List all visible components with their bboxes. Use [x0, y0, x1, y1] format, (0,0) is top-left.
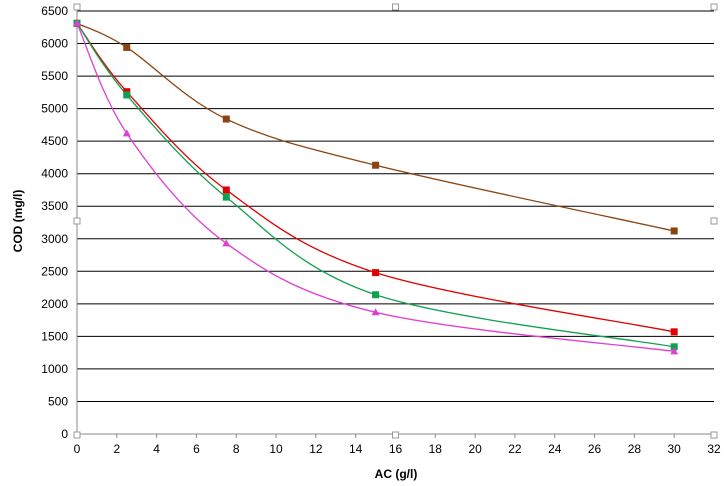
- series-line-0: [76, 22, 675, 232]
- x-tick-label: 0: [74, 442, 81, 456]
- y-tick-label: 1500: [41, 329, 68, 343]
- y-tick-label: 0: [61, 427, 68, 441]
- data-point-marker: [123, 43, 131, 51]
- x-tick-label: 12: [309, 442, 323, 456]
- x-tick-label: 6: [193, 442, 200, 456]
- x-tick-label: 26: [588, 442, 602, 456]
- x-tick-label: 32: [707, 442, 721, 456]
- x-tick-labels: 0 2 4 6 8 10 12 14 16 18 20 22 24 26 28 30 32: [74, 442, 721, 456]
- y-tick-label: 3000: [41, 232, 68, 246]
- axes: [76, 7, 715, 438]
- data-point-marker: [371, 308, 380, 316]
- series-lines: [76, 22, 675, 352]
- x-tick-label: 22: [508, 442, 522, 456]
- x-tick-label: 16: [389, 442, 403, 456]
- series-line-3: [76, 23, 675, 352]
- data-point-marker: [372, 161, 380, 169]
- y-tick-label: 5500: [41, 69, 68, 83]
- data-point-marker: [670, 227, 678, 235]
- resize-handle[interactable]: [710, 217, 718, 225]
- y-axis-title: COD (mg/l): [11, 190, 25, 253]
- y-tick-label: 1000: [41, 362, 68, 376]
- gridlines: [77, 10, 714, 402]
- x-tick-label: 2: [113, 442, 120, 456]
- resize-handle[interactable]: [710, 3, 718, 11]
- data-point-marker: [372, 291, 380, 299]
- resize-handle[interactable]: [73, 217, 81, 225]
- data-point-marker: [222, 115, 230, 123]
- data-point-marker: [670, 328, 678, 336]
- data-point-marker: [73, 19, 81, 27]
- data-point-marker: [123, 91, 131, 99]
- y-tick-label: 2000: [41, 297, 68, 311]
- y-tick-labels: 0 500 1000 1500 2000 2500 3000 3500 4000 4500 5000…: [41, 4, 68, 441]
- resize-handle[interactable]: [392, 431, 399, 439]
- x-tick-label: 10: [269, 442, 283, 456]
- data-point-marker: [222, 186, 230, 194]
- data-point-marker: [670, 343, 678, 351]
- x-tick-label: 30: [668, 442, 682, 456]
- x-tick-label: 18: [429, 442, 443, 456]
- x-tick-label: 20: [468, 442, 482, 456]
- series-markers: [73, 19, 679, 355]
- resize-handle[interactable]: [710, 431, 718, 439]
- y-tick-label: 3500: [41, 199, 68, 213]
- selection-handles: [73, 3, 718, 439]
- y-tick-label: 500: [48, 394, 68, 408]
- y-tick-label: 4500: [41, 134, 68, 148]
- data-point-marker: [670, 347, 679, 355]
- y-tick-label: 6500: [41, 4, 68, 18]
- x-tick-label: 4: [153, 442, 160, 456]
- y-tick-label: 6000: [41, 37, 68, 51]
- data-point-marker: [222, 193, 230, 201]
- series-line-2: [76, 22, 675, 348]
- series-line-1: [76, 22, 675, 333]
- data-point-marker: [372, 269, 380, 277]
- resize-handle[interactable]: [392, 3, 399, 11]
- resize-handle[interactable]: [73, 3, 81, 11]
- x-tick-label: 24: [548, 442, 562, 456]
- x-tick-label: 8: [233, 442, 240, 456]
- resize-handle[interactable]: [73, 431, 81, 439]
- y-tick-label: 2500: [41, 264, 68, 278]
- x-tick-label: 14: [349, 442, 363, 456]
- data-point-marker: [122, 129, 131, 137]
- x-tick-label: 28: [628, 442, 642, 456]
- y-tick-label: 4000: [41, 167, 68, 181]
- y-tick-label: 5000: [41, 102, 68, 116]
- x-axis-title: AC (g/l): [375, 467, 418, 481]
- data-point-marker: [222, 239, 231, 247]
